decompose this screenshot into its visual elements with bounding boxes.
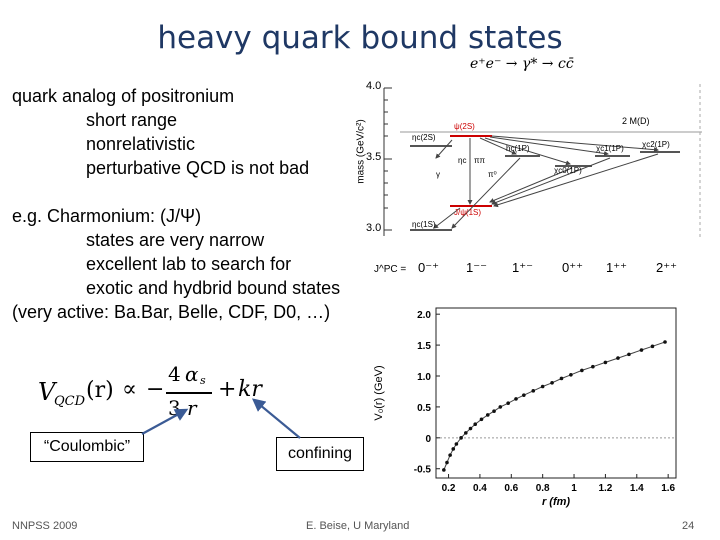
transition-label: ππ — [474, 156, 486, 165]
data-point — [473, 422, 478, 427]
spectrum-ytick: 4.0 — [366, 80, 382, 92]
threshold-label: 2 M(D) — [622, 116, 650, 126]
jpc-value: 1⁺⁻ — [512, 260, 533, 275]
data-point — [498, 405, 503, 409]
data-point — [559, 376, 564, 381]
data-point — [603, 360, 608, 365]
data-point — [468, 426, 473, 431]
potential-plot: 0.2 0.4 0.6 0.8 1 1.2 1.4 1.6 2.0 1.5 1.0 0.5 0 -0.5 r… — [373, 307, 677, 508]
data-point — [540, 384, 545, 389]
data-point — [569, 372, 573, 377]
data-point — [479, 417, 484, 422]
spectrum-ytick: 3.5 — [366, 151, 382, 163]
footer-center: E. Beise, U Maryland — [306, 520, 410, 532]
data-point — [591, 364, 595, 369]
spectrum-ylabel: mass (GeV/c²) — [355, 119, 367, 184]
jpc-label: J^PC = — [374, 264, 407, 275]
x-tick-label: 1 — [571, 483, 577, 494]
state-label: ηc(2S) — [412, 133, 436, 142]
data-point — [627, 352, 631, 357]
data-point — [580, 368, 584, 373]
data-point — [445, 460, 449, 465]
x-tick-label: 0.8 — [536, 483, 550, 494]
plot-frame — [435, 307, 677, 479]
qcd-potential-formula: V QCD (r) ∝ − 4 α s 3 r + kr — [38, 362, 262, 420]
jpc-value: 2⁺⁺ — [656, 260, 677, 275]
data-point — [663, 340, 667, 344]
state-label: hc(1P) — [506, 144, 530, 153]
example-item: states are very narrow — [86, 230, 265, 250]
charmonium-spectrum: e⁺e⁻ → γ* → cc̄ mass (GeV/c²) 4.0 3.5 3.… — [340, 56, 710, 280]
data-point — [650, 344, 655, 349]
y-tick-label: 1.0 — [417, 372, 431, 383]
y-tick-label: 1.5 — [417, 341, 431, 352]
y-tick-label: 0 — [425, 434, 431, 445]
x-tick-label: 0.4 — [473, 483, 487, 494]
state-label: χc1(1P) — [596, 144, 624, 153]
example-item: exotic and hydbrid bound states — [86, 278, 341, 298]
transition-label: ηc — [458, 156, 467, 165]
transition-label: γ — [436, 170, 440, 179]
x-tick-label: 1.2 — [598, 483, 612, 494]
state-label: χc0(1P) — [554, 166, 582, 175]
state-label: J/ψ(1S) — [454, 208, 482, 217]
x-tick-label: 1.4 — [630, 483, 644, 494]
data-point — [451, 447, 456, 451]
y-tick-label: -0.5 — [414, 465, 432, 476]
example-note: (very active: Ba.Bar, Belle, CDF, D0, …) — [12, 302, 331, 322]
data-point — [639, 348, 644, 352]
page-number: 24 — [682, 520, 695, 532]
example-item: excellent lab to search for — [86, 254, 292, 274]
data-point — [485, 413, 490, 417]
reaction-label: e⁺e⁻ → γ* → cc̄ — [470, 56, 574, 72]
data-point — [442, 468, 446, 472]
example-lead: e.g. Charmonium: (J/Ψ) — [12, 206, 202, 226]
spectrum-ytick: 3.0 — [366, 222, 382, 234]
coulombic-arrow — [141, 408, 189, 435]
data-point — [448, 453, 452, 457]
data-point — [616, 356, 620, 360]
data-point — [454, 442, 459, 446]
data-point — [550, 381, 554, 385]
data-point — [531, 389, 536, 393]
state-label: ψ(2S) — [454, 122, 475, 131]
bullet-sub: perturbative QCD is not bad — [86, 158, 310, 178]
bullet-sub: nonrelativistic — [86, 134, 196, 154]
state-label: ηc(1S) — [412, 220, 436, 229]
footer-left: NNPSS 2009 — [12, 520, 78, 532]
jpc-value: 0⁻⁺ — [418, 260, 439, 275]
transition-label: π⁰ — [488, 170, 497, 179]
fraction-bar — [166, 392, 212, 394]
data-point — [459, 436, 463, 440]
y-tick-label: 2.0 — [417, 310, 431, 321]
page-title: heavy quark bound states — [157, 20, 563, 56]
data-point — [514, 397, 518, 401]
data-point — [492, 409, 496, 414]
bullet-main: quark analog of positronium — [12, 86, 235, 106]
state-label: χc2(1P) — [642, 140, 670, 149]
y-tick-label: 0.5 — [417, 403, 431, 414]
x-tick-label: 0.2 — [442, 483, 456, 494]
data-point — [506, 401, 510, 405]
data-point — [464, 431, 468, 435]
confining-label: confining — [276, 437, 364, 471]
data-point — [522, 393, 526, 397]
jpc-value: 1⁻⁻ — [466, 260, 487, 275]
jpc-value: 0⁺⁺ — [562, 260, 583, 275]
bullet-sub: short range — [86, 110, 178, 130]
fit-curve — [443, 341, 666, 471]
x-axis-label: r (fm) — [542, 496, 570, 508]
y-axis-label: V₀(r) (GeV) — [373, 365, 385, 420]
confining-arrow — [251, 398, 301, 439]
jpc-value: 1⁺⁺ — [606, 260, 627, 275]
x-tick-label: 1.6 — [661, 483, 675, 494]
x-tick-label: 0.6 — [504, 483, 518, 494]
coulombic-label: “Coulombic” — [30, 432, 144, 462]
